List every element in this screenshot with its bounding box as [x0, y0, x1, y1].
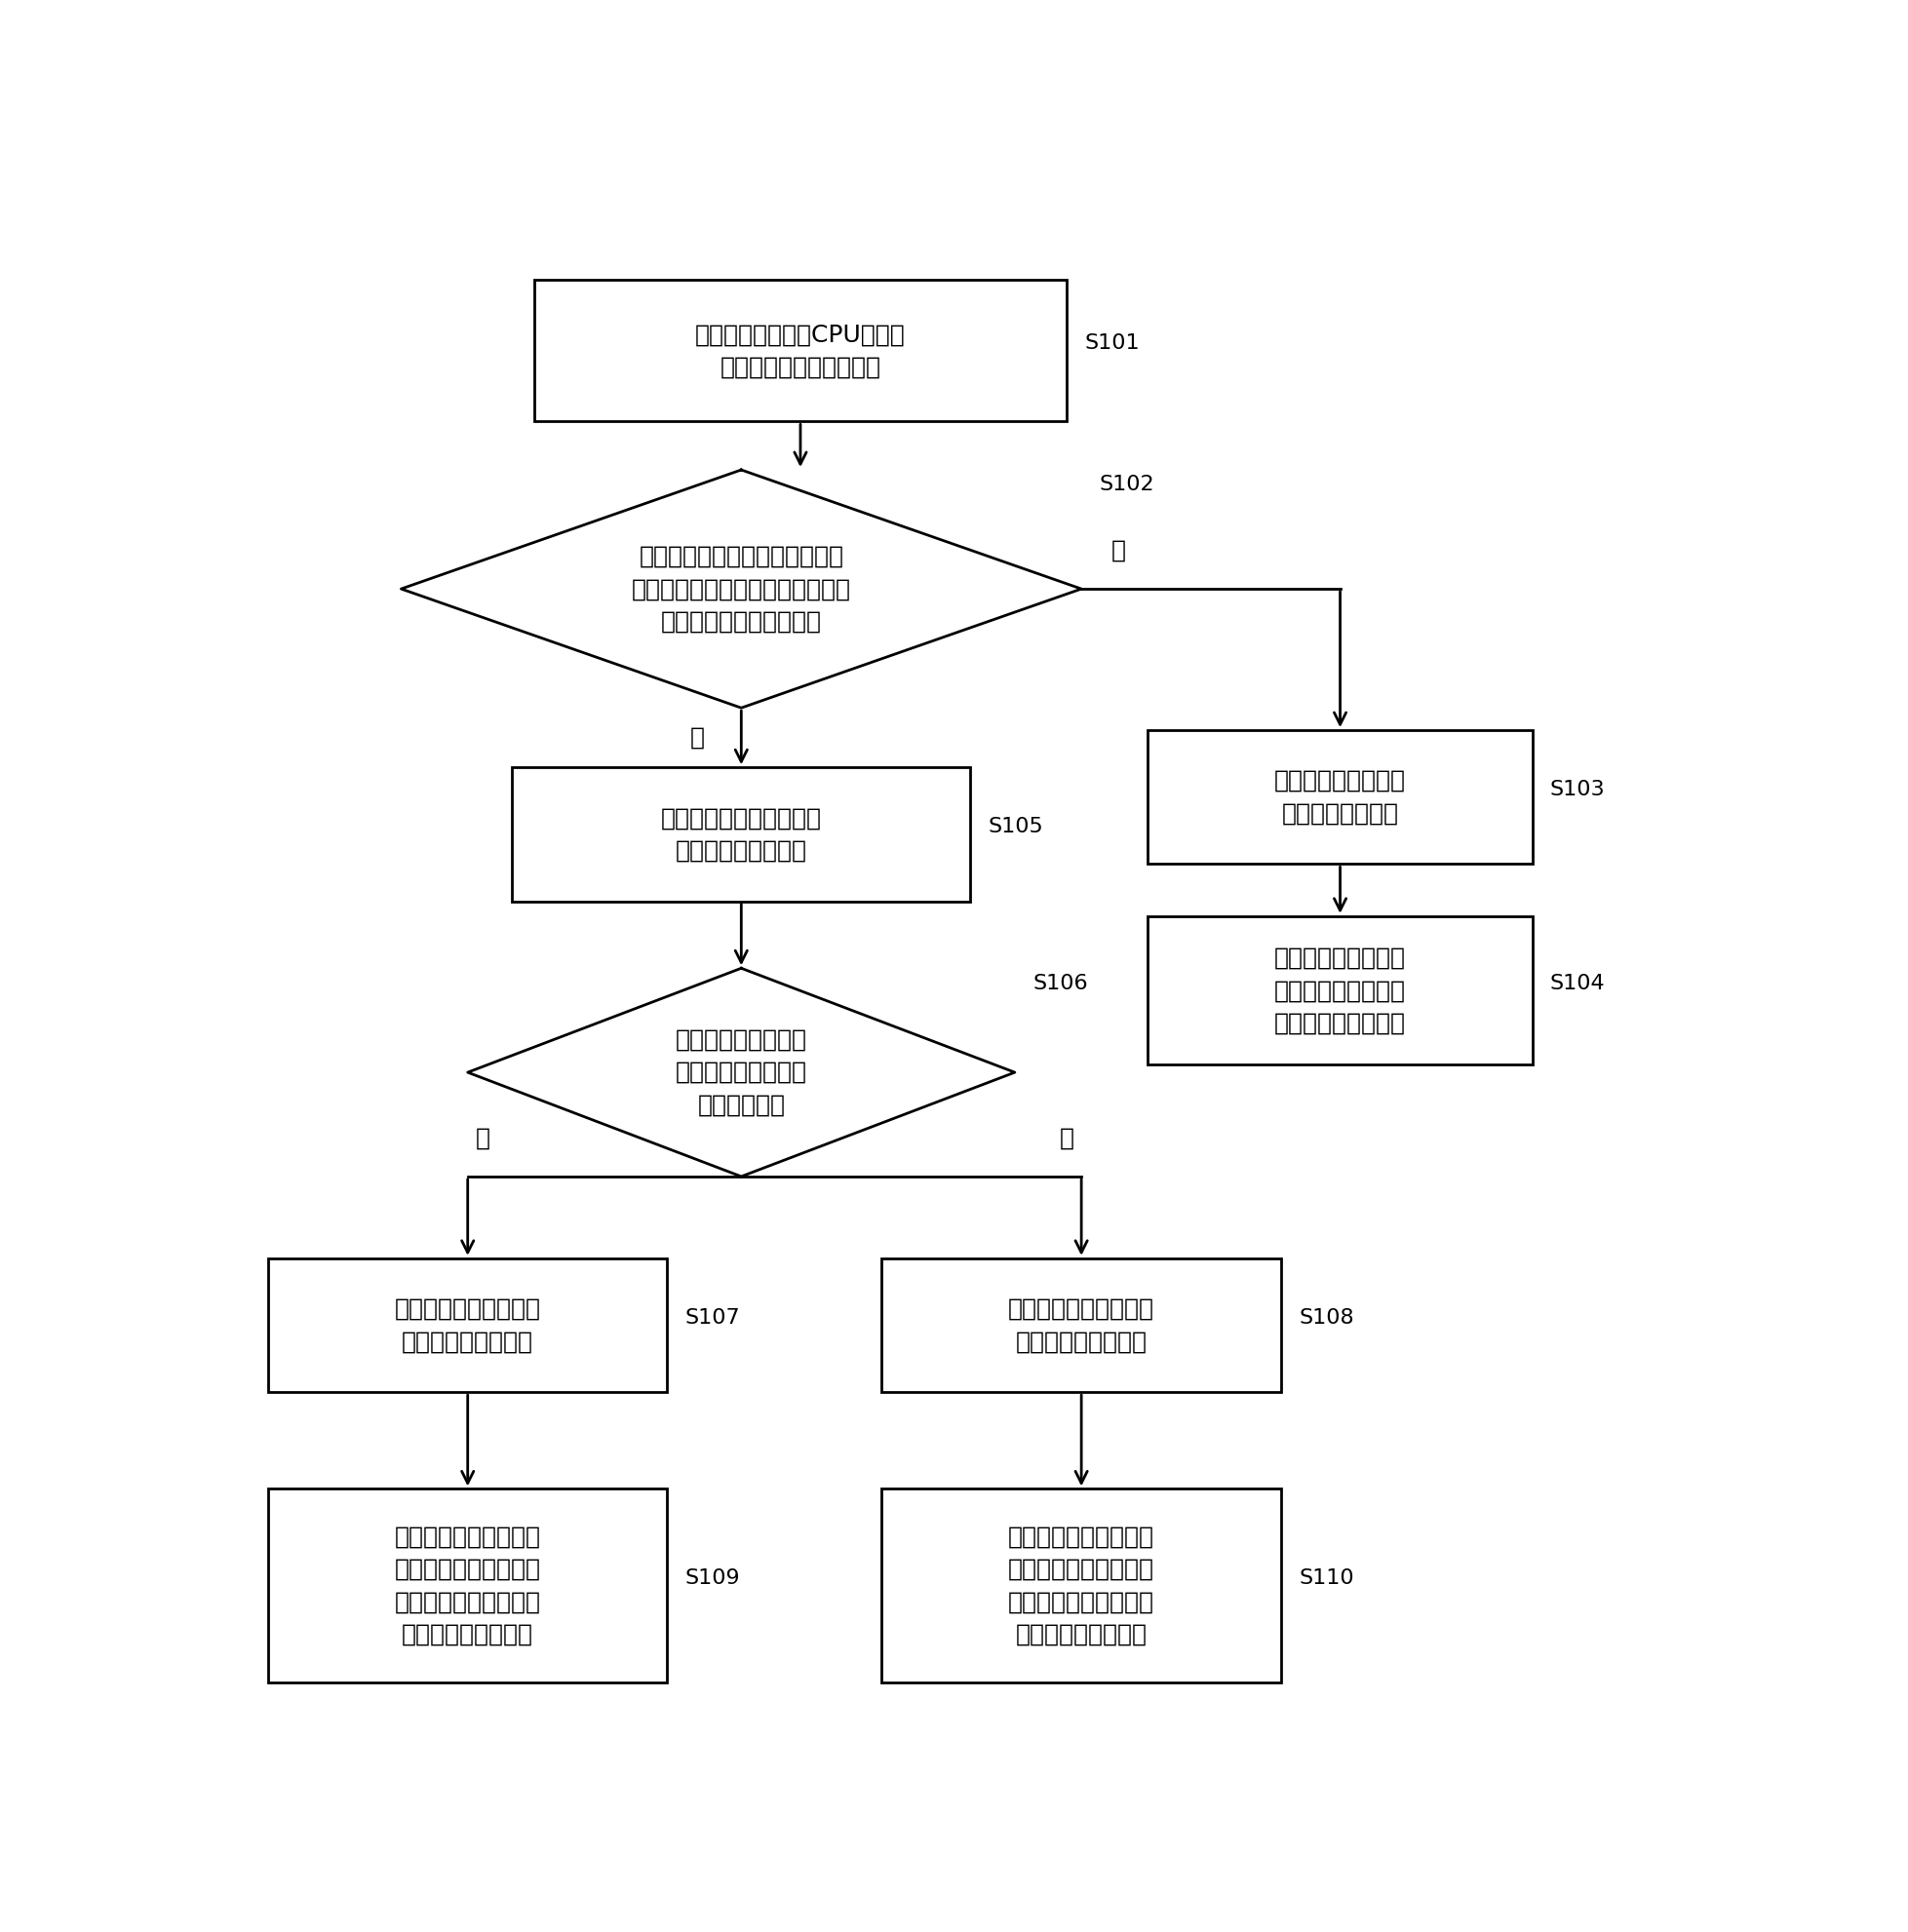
Text: 升频子模块对外部时钟
源信号进行升频处理，
向时钟需求芯片发送升
频处理后的时钟信号: 升频子模块对外部时钟 源信号进行升频处理， 向时钟需求芯片发送升 频处理后的时钟…: [395, 1524, 540, 1646]
FancyBboxPatch shape: [267, 1258, 668, 1393]
FancyBboxPatch shape: [534, 280, 1067, 421]
Text: S106: S106: [1032, 974, 1088, 993]
Text: 时钟调整模块判断外部时钟源信
号的时钟频率是否为时钟需求芯片
所需时钟信号的时钟频率: 时钟调整模块判断外部时钟源信 号的时钟频率是否为时钟需求芯片 所需时钟信号的时钟…: [632, 545, 851, 634]
Text: S110: S110: [1299, 1569, 1355, 1588]
Text: S103: S103: [1549, 781, 1605, 800]
Text: S107: S107: [685, 1308, 740, 1327]
Text: S109: S109: [685, 1569, 740, 1588]
Text: 指令识别子模块向升频
子模块发送升频指令: 指令识别子模块向升频 子模块发送升频指令: [395, 1296, 540, 1352]
Polygon shape: [467, 968, 1015, 1177]
Text: 时钟调整模块将接收
到的外部时钟源信号
发送给时钟需求芯片: 时钟调整模块将接收 到的外部时钟源信号 发送给时钟需求芯片: [1275, 947, 1406, 1036]
Text: S108: S108: [1299, 1308, 1355, 1327]
Text: 指令识别子模块向降频
子模块发送降频指令: 指令识别子模块向降频 子模块发送降频指令: [1007, 1296, 1154, 1352]
Text: S104: S104: [1549, 974, 1605, 993]
FancyBboxPatch shape: [1149, 916, 1532, 1065]
Text: 是: 是: [475, 1126, 490, 1150]
FancyBboxPatch shape: [881, 1490, 1280, 1683]
Text: S105: S105: [988, 817, 1044, 837]
FancyBboxPatch shape: [267, 1490, 668, 1683]
Text: 否: 否: [689, 726, 704, 750]
Text: S102: S102: [1099, 475, 1154, 495]
Text: S101: S101: [1084, 334, 1139, 354]
Text: 是: 是: [1110, 539, 1126, 562]
FancyBboxPatch shape: [511, 767, 971, 900]
FancyBboxPatch shape: [881, 1258, 1280, 1393]
Text: 降频子模块对外部时钟
源信号进行降频处理，
向时钟需求芯片发送降
频处理后的时钟信号: 降频子模块对外部时钟 源信号进行降频处理， 向时钟需求芯片发送降 频处理后的时钟…: [1007, 1524, 1154, 1646]
Text: 时钟调整模块向指令识别
子模块发送变频指令: 时钟调整模块向指令识别 子模块发送变频指令: [660, 806, 822, 862]
Text: 时钟调整模块接收CPU或时钟
需求芯片发送的判断指令: 时钟调整模块接收CPU或时钟 需求芯片发送的判断指令: [695, 323, 906, 379]
Polygon shape: [401, 469, 1082, 707]
FancyBboxPatch shape: [1149, 730, 1532, 864]
Text: 否: 否: [1059, 1126, 1074, 1150]
Text: 时钟调整模块向开关
模块发送开启指令: 时钟调整模块向开关 模块发送开启指令: [1275, 769, 1406, 825]
Text: 指令识别子模块判断
接收到的变频指令是
否为升频指令: 指令识别子模块判断 接收到的变频指令是 否为升频指令: [675, 1028, 807, 1117]
